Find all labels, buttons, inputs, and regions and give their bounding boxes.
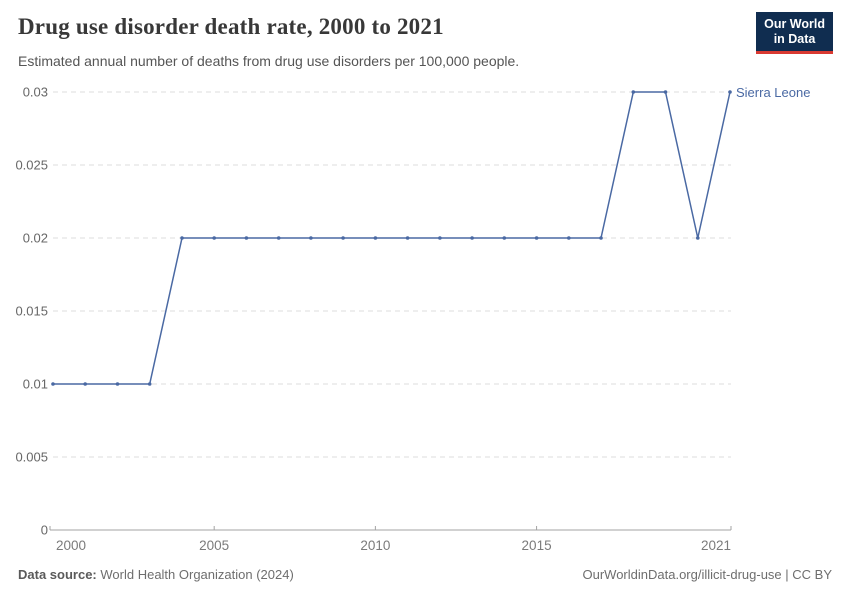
x-tick-label: 2015 [522, 538, 552, 553]
y-tick-label: 0.015 [15, 304, 48, 319]
data-point [212, 236, 216, 240]
data-point [147, 382, 152, 386]
series-label: Sierra Leone [736, 85, 811, 100]
y-tick-label: 0.03 [23, 85, 48, 100]
data-point [470, 236, 474, 240]
data-point [599, 236, 603, 240]
x-tick-label: 2021 [701, 538, 731, 553]
data-point [534, 236, 539, 240]
data-point [180, 236, 184, 240]
data-source: Data source: World Health Organization (… [18, 567, 294, 582]
data-point [373, 236, 378, 240]
x-tick-label: 2010 [360, 538, 390, 553]
page-title: Drug use disorder death rate, 2000 to 20… [18, 14, 444, 39]
data-point [502, 236, 507, 240]
data-point [341, 236, 345, 240]
y-tick-label: 0.005 [15, 450, 48, 465]
data-point [696, 236, 700, 240]
data-point [631, 90, 636, 94]
data-point [438, 236, 442, 240]
y-tick-label: 0.025 [15, 158, 48, 173]
data-point [309, 236, 313, 240]
data-point [51, 382, 55, 386]
chart-subtitle: Estimated annual number of deaths from d… [18, 53, 520, 69]
data-point [728, 90, 732, 94]
owid-logo-line1: Our World [764, 17, 825, 31]
data-source-label: Data source: [18, 567, 97, 582]
data-point [276, 236, 281, 240]
y-tick-label: 0.02 [23, 231, 48, 246]
x-tick-label: 2000 [56, 538, 86, 553]
data-point [83, 382, 87, 386]
data-point [663, 90, 668, 94]
y-tick-label: 0.01 [23, 377, 48, 392]
data-point [567, 236, 571, 240]
data-source-value: World Health Organization (2024) [100, 567, 294, 582]
x-tick-label: 2005 [199, 538, 229, 553]
data-point [115, 382, 120, 386]
y-tick-label: 0 [41, 523, 48, 538]
data-point [244, 236, 249, 240]
data-line [53, 91, 731, 385]
owid-logo-line2: in Data [773, 32, 816, 46]
owid-logo: Our World in Data [756, 12, 833, 54]
attribution-link[interactable]: OurWorldinData.org/illicit-drug-use | CC… [582, 567, 833, 582]
data-point [405, 236, 410, 240]
chart-footer: Data source: World Health Organization (… [18, 567, 832, 582]
